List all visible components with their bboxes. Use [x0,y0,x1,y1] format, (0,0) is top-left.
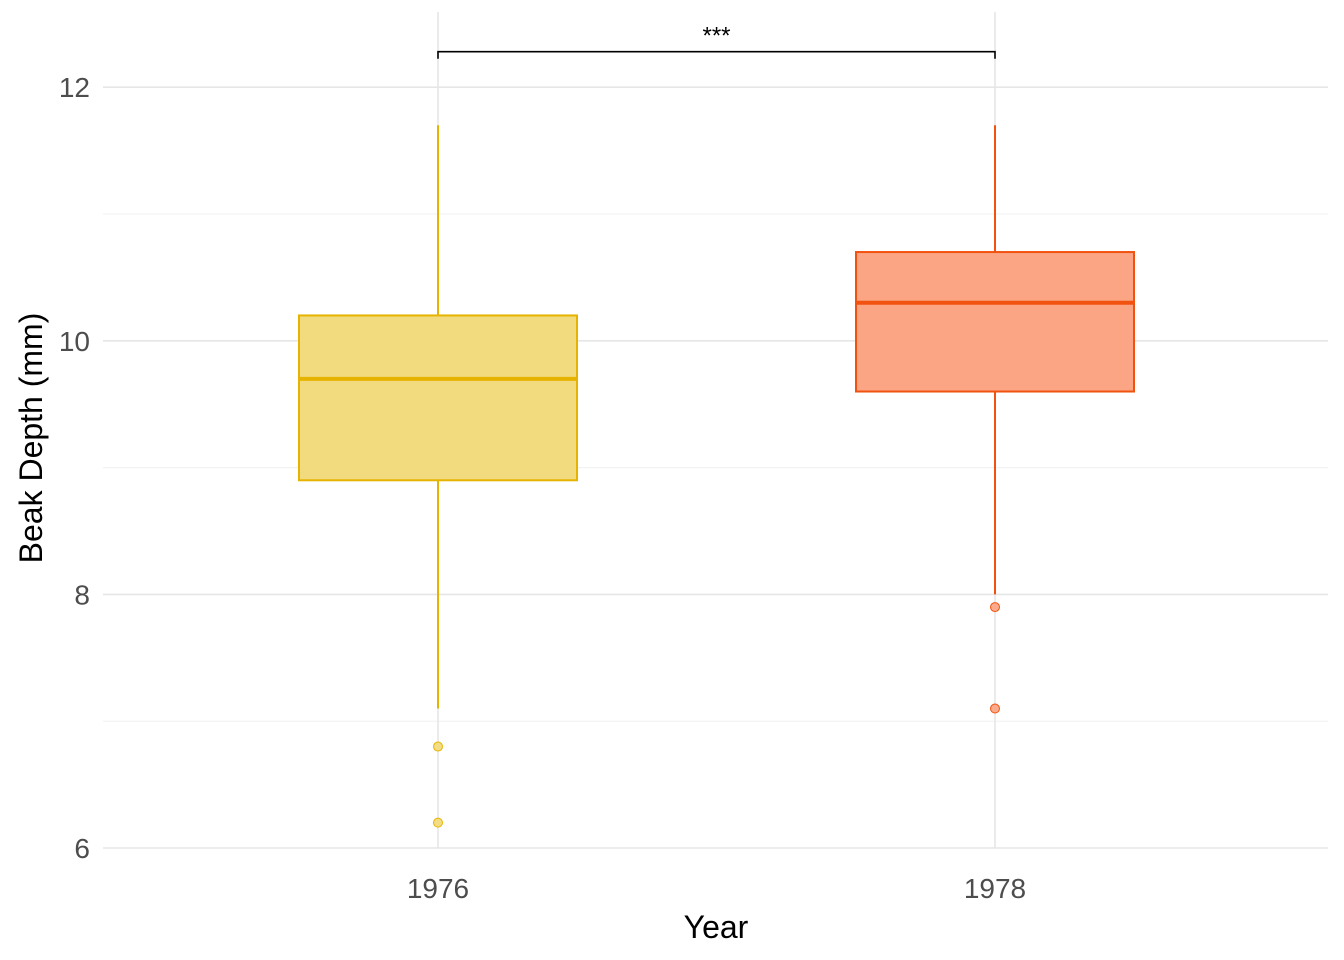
box-1976 [298,125,578,828]
x-axis-title: Year [684,909,749,945]
box-1978 [855,125,1135,714]
y-axis-title: Beak Depth (mm) [13,313,49,564]
tick-label-y-12: 12 [59,72,90,103]
boxes-layer [298,125,1135,828]
y-axis-ticks: 6 8 10 12 [59,72,90,864]
significance-layer: *** [437,23,996,59]
outlier-point [433,741,443,752]
significance-label: *** [702,23,730,50]
box-body [298,314,578,482]
outlier-point [433,817,443,828]
outlier-point [990,703,1000,714]
tick-label-y-10: 10 [59,326,90,357]
tick-label-y-6: 6 [74,833,90,864]
significance-bracket [437,50,996,59]
tick-label-x-1976: 1976 [407,873,469,904]
x-axis-ticks: 1976 1978 [407,873,1026,904]
tick-label-y-8: 8 [74,579,90,610]
tick-label-x-1978: 1978 [964,873,1026,904]
box-body [855,251,1135,393]
grid-lines [103,12,1328,849]
outlier-point [990,602,1000,613]
